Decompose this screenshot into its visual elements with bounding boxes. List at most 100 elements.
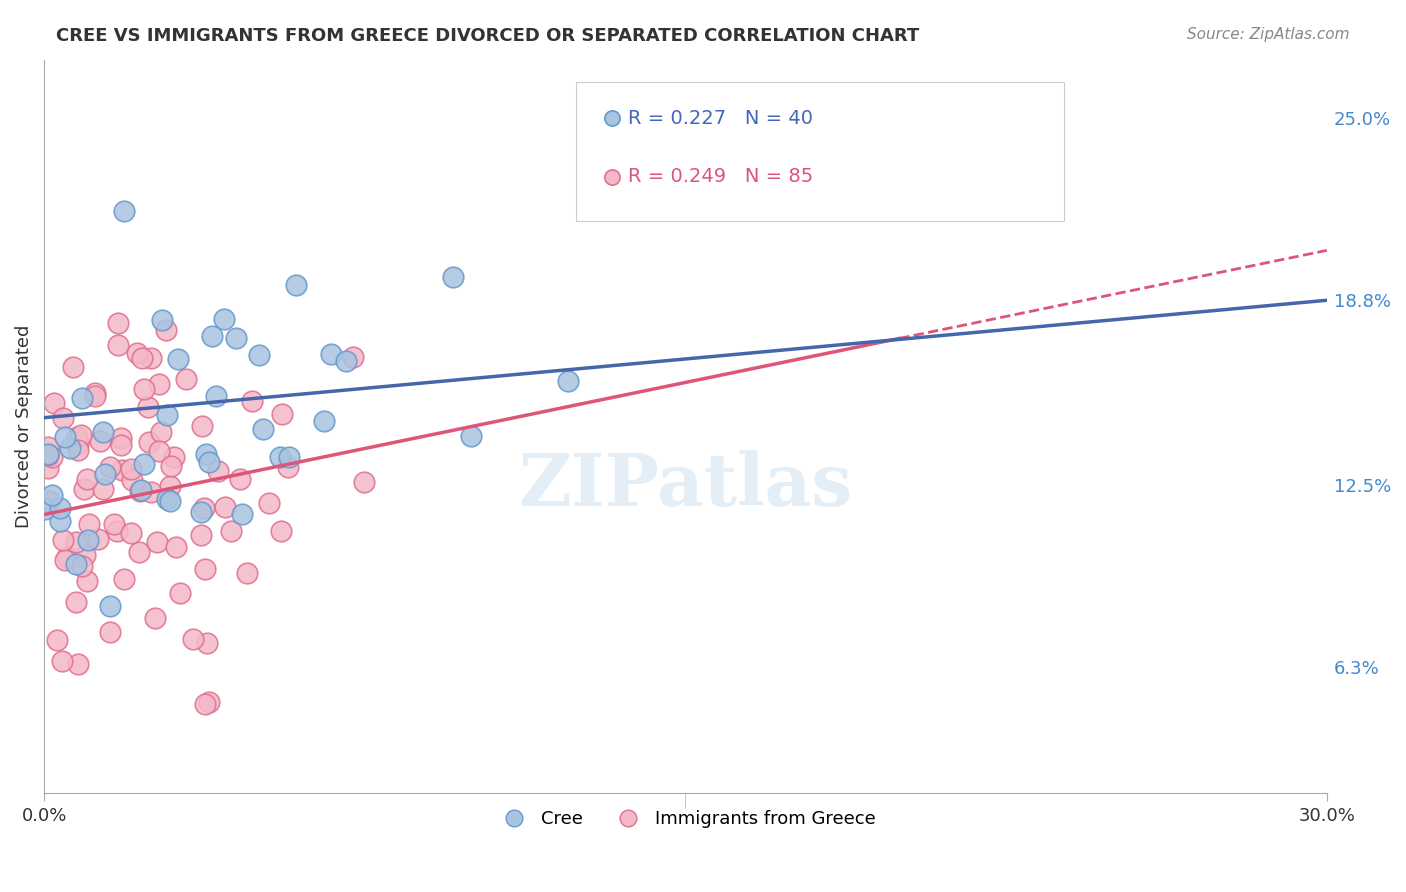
Immigrants from Greece xyxy=(342,350,364,364)
Text: ZIPatlas: ZIPatlas xyxy=(519,450,852,521)
Immigrants from Greece xyxy=(66,430,89,444)
Immigrants from Greece xyxy=(128,545,150,559)
Cree xyxy=(201,329,224,343)
Immigrants from Greece xyxy=(112,572,135,586)
Cree xyxy=(49,501,72,516)
Cree xyxy=(460,429,482,443)
Immigrants from Greece xyxy=(139,485,162,500)
Cree xyxy=(277,450,299,464)
Cree xyxy=(91,425,114,439)
Text: CREE VS IMMIGRANTS FROM GREECE DIVORCED OR SEPARATED CORRELATION CHART: CREE VS IMMIGRANTS FROM GREECE DIVORCED … xyxy=(56,27,920,45)
Immigrants from Greece xyxy=(131,351,153,365)
Immigrants from Greece xyxy=(127,346,149,360)
Cree xyxy=(269,450,291,465)
Immigrants from Greece xyxy=(41,450,63,465)
Immigrants from Greece xyxy=(159,478,181,492)
Immigrants from Greece xyxy=(149,425,172,439)
Immigrants from Greece xyxy=(65,595,87,609)
Immigrants from Greece xyxy=(56,549,79,564)
Cree xyxy=(156,491,179,506)
Immigrants from Greece xyxy=(174,372,197,386)
Immigrants from Greece xyxy=(70,558,93,573)
Immigrants from Greece xyxy=(98,460,121,475)
Cree xyxy=(312,414,335,428)
Immigrants from Greece xyxy=(270,407,292,421)
Immigrants from Greece xyxy=(67,657,90,672)
Immigrants from Greece xyxy=(207,464,229,478)
Immigrants from Greece xyxy=(165,540,187,554)
Immigrants from Greece xyxy=(121,473,143,487)
Immigrants from Greece xyxy=(75,548,97,562)
Cree xyxy=(156,409,179,423)
Immigrants from Greece xyxy=(110,438,132,452)
Immigrants from Greece xyxy=(155,323,177,337)
Immigrants from Greece xyxy=(62,359,84,374)
Immigrants from Greece xyxy=(136,400,159,414)
Immigrants from Greece xyxy=(37,448,59,462)
Text: Source: ZipAtlas.com: Source: ZipAtlas.com xyxy=(1187,27,1350,42)
Immigrants from Greece xyxy=(52,533,75,548)
Immigrants from Greece xyxy=(110,431,132,445)
Cree xyxy=(247,348,270,362)
Immigrants from Greece xyxy=(277,460,299,475)
Immigrants from Greece xyxy=(214,500,236,515)
Immigrants from Greece xyxy=(169,585,191,599)
Immigrants from Greece xyxy=(353,475,375,489)
Immigrants from Greece xyxy=(191,418,214,433)
Immigrants from Greece xyxy=(111,463,134,477)
Immigrants from Greece xyxy=(193,500,215,515)
Immigrants from Greece xyxy=(37,440,59,454)
Immigrants from Greece xyxy=(134,382,156,396)
Cree xyxy=(225,331,247,345)
Immigrants from Greece xyxy=(37,460,59,475)
Cree xyxy=(557,375,579,389)
Cree xyxy=(98,599,121,613)
Cree xyxy=(34,502,56,516)
Immigrants from Greece xyxy=(181,632,204,646)
Immigrants from Greece xyxy=(70,427,93,442)
Immigrants from Greece xyxy=(107,338,129,352)
Y-axis label: Divorced or Separated: Divorced or Separated xyxy=(15,325,32,528)
Immigrants from Greece xyxy=(84,389,107,403)
Immigrants from Greece xyxy=(66,443,89,458)
Cree xyxy=(190,505,212,519)
Immigrants from Greece xyxy=(76,574,98,589)
Legend: Cree, Immigrants from Greece: Cree, Immigrants from Greece xyxy=(488,803,883,836)
Cree xyxy=(441,270,464,285)
Immigrants from Greece xyxy=(138,435,160,450)
Text: R = 0.227   N = 40: R = 0.227 N = 40 xyxy=(627,109,813,128)
Cree xyxy=(49,514,72,528)
Cree xyxy=(205,389,228,403)
Cree xyxy=(285,277,308,292)
Cree xyxy=(65,557,87,571)
Immigrants from Greece xyxy=(242,393,264,408)
Cree xyxy=(252,422,274,436)
Immigrants from Greece xyxy=(38,493,60,508)
Immigrants from Greece xyxy=(139,351,162,366)
Immigrants from Greece xyxy=(46,632,69,647)
Cree xyxy=(319,346,342,360)
Cree xyxy=(37,447,59,461)
Immigrants from Greece xyxy=(259,496,281,510)
Immigrants from Greece xyxy=(65,535,87,549)
Immigrants from Greece xyxy=(84,385,107,400)
Immigrants from Greece xyxy=(79,516,101,531)
Cree xyxy=(231,507,253,521)
Immigrants from Greece xyxy=(87,533,110,547)
Immigrants from Greece xyxy=(73,482,96,496)
Immigrants from Greece xyxy=(148,443,170,458)
Cree xyxy=(76,533,98,548)
Immigrants from Greece xyxy=(198,695,221,709)
Immigrants from Greece xyxy=(129,483,152,498)
Immigrants from Greece xyxy=(53,553,76,567)
Immigrants from Greece xyxy=(190,527,212,541)
Cree xyxy=(41,488,63,502)
Immigrants from Greece xyxy=(228,472,250,486)
FancyBboxPatch shape xyxy=(576,81,1064,221)
Immigrants from Greece xyxy=(145,535,167,549)
Text: R = 0.249   N = 85: R = 0.249 N = 85 xyxy=(627,168,813,186)
Cree xyxy=(131,483,153,498)
Cree xyxy=(197,455,219,469)
Immigrants from Greece xyxy=(89,434,111,448)
Cree xyxy=(212,312,235,326)
